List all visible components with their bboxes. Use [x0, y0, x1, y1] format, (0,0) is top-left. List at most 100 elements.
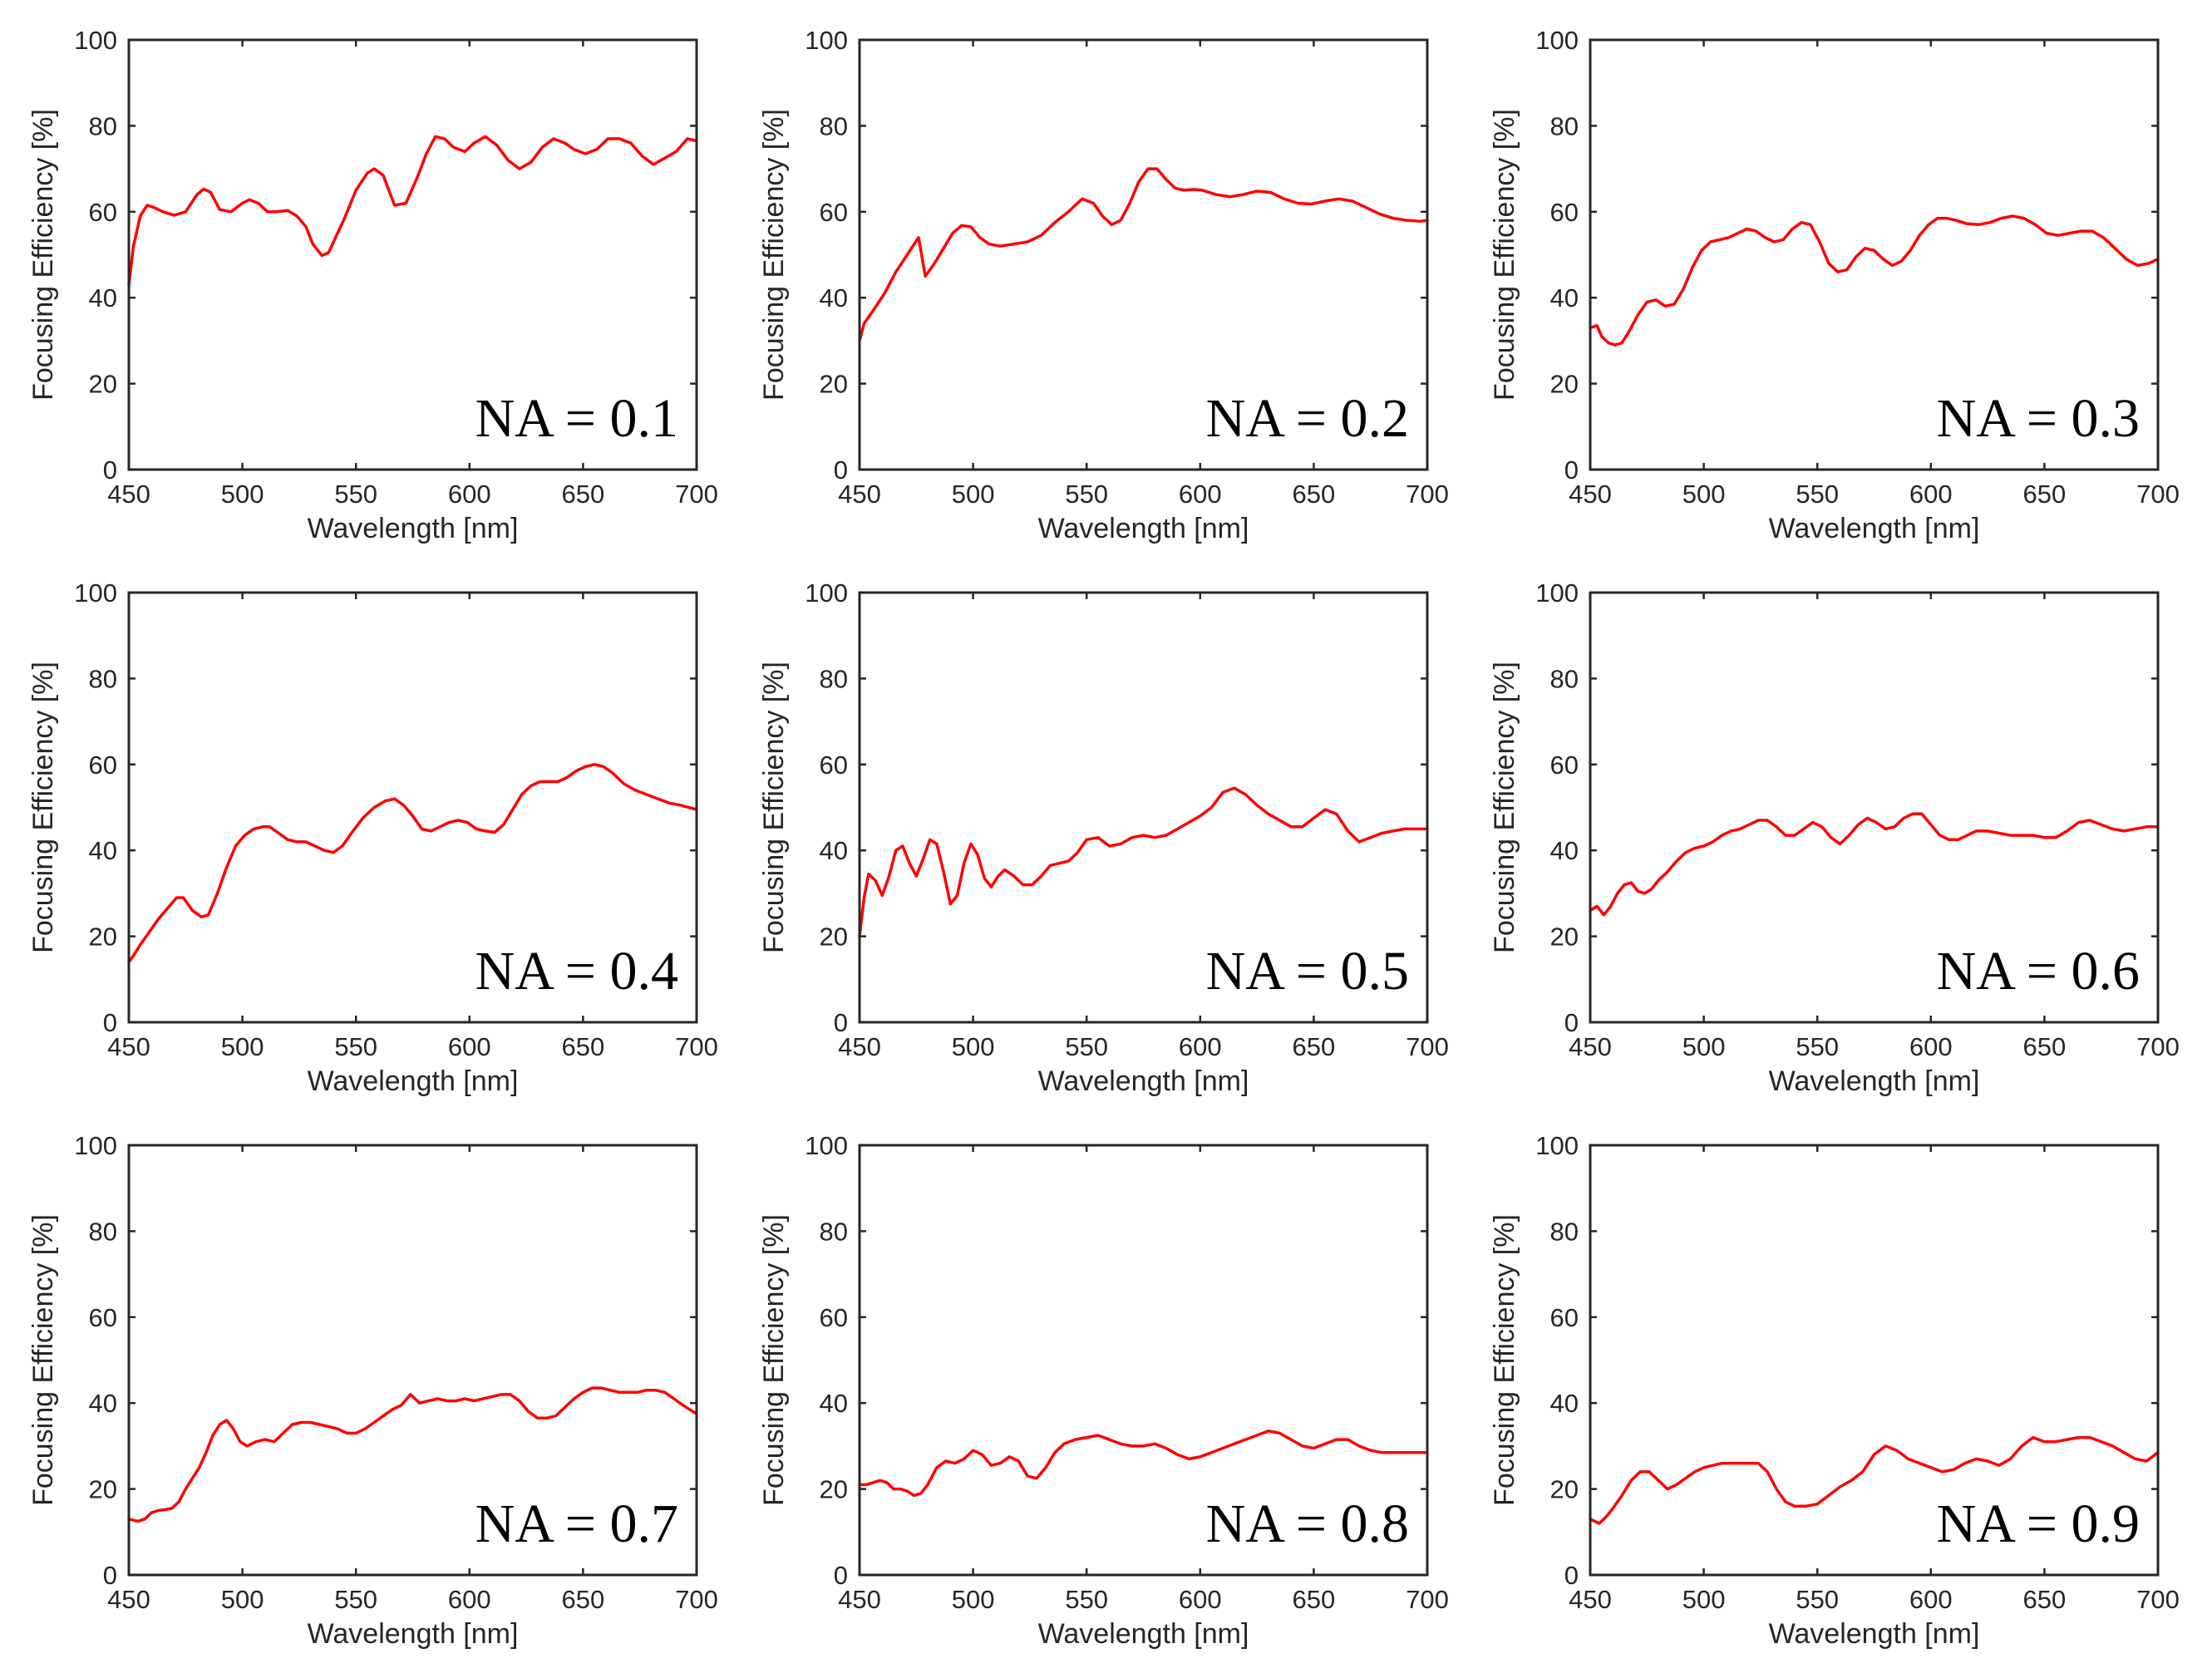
y-tick-label: 80: [820, 1217, 848, 1246]
plot-frame: [858, 1144, 1429, 1577]
y-tick-label: 60: [820, 198, 848, 227]
x-tick-label: 500: [221, 1585, 264, 1614]
chart-panel-5: 450 500 550 600 650 700 0 20 40 60 80 100 Wavelength…: [758, 578, 1449, 1097]
series-line: [858, 1429, 1429, 1498]
x-tick-label: 500: [1682, 1032, 1726, 1061]
x-tick-label: 700: [675, 480, 718, 509]
x-tick-label: 500: [952, 480, 995, 509]
y-tick-label: 20: [89, 1475, 117, 1504]
x-tick-label: 600: [448, 1032, 491, 1061]
x-tick-label: 550: [334, 1585, 377, 1614]
x-axis-label: Wavelength [nm]: [1038, 513, 1249, 544]
x-tick-label: 550: [1065, 480, 1108, 509]
y-tick-label: 0: [1564, 455, 1579, 485]
x-tick-label: 550: [1065, 1585, 1108, 1614]
y-tick-label: 80: [89, 664, 117, 693]
x-tick-label: 650: [2023, 1585, 2067, 1614]
x-axis-label: Wavelength [nm]: [1038, 1618, 1249, 1650]
y-tick-label: 40: [820, 1389, 848, 1418]
series-line: [1589, 812, 2160, 917]
y-tick-label: 60: [820, 750, 848, 780]
y-axis-label: Focusing Efficiency [%]: [1489, 1214, 1520, 1506]
x-tick-label: 450: [107, 1585, 150, 1614]
y-tick-label: 100: [805, 578, 848, 608]
chart-panel-6: 450 500 550 600 650 700 0 20 40 60 80 100 Wavelength…: [1489, 578, 2180, 1097]
y-axis-label: Focusing Efficiency [%]: [1489, 662, 1520, 953]
x-axis-label: Wavelength [nm]: [1769, 513, 1980, 544]
x-axis-label: Wavelength [nm]: [308, 1065, 519, 1097]
y-tick-label: 0: [834, 1008, 848, 1037]
y-tick-label: 80: [89, 1217, 117, 1246]
x-tick-label: 450: [838, 480, 881, 509]
y-tick-label: 40: [1550, 1389, 1579, 1418]
plot-frame: [1589, 1144, 2160, 1577]
y-tick-label: 100: [74, 578, 117, 608]
y-tick-label: 60: [89, 198, 117, 227]
y-tick-label: 0: [1564, 1561, 1579, 1590]
y-axis-label: Focusing Efficiency [%]: [1489, 109, 1520, 401]
y-tick-label: 20: [820, 370, 848, 399]
na-annotation: NA = 0.8: [1206, 1493, 1409, 1554]
y-tick-label: 0: [103, 1561, 117, 1590]
y-tick-label: 60: [1550, 750, 1579, 780]
na-annotation: NA = 0.4: [475, 941, 678, 1001]
series-line: [858, 786, 1429, 938]
y-axis-label: Focusing Efficiency [%]: [27, 662, 59, 953]
y-tick-label: 40: [820, 836, 848, 865]
x-tick-label: 450: [1569, 1032, 1612, 1061]
y-tick-label: 60: [820, 1303, 848, 1332]
y-tick-label: 0: [834, 455, 848, 485]
y-tick-label: 60: [1550, 1303, 1579, 1332]
x-tick-label: 450: [838, 1585, 881, 1614]
x-tick-label: 550: [1796, 1032, 1839, 1061]
series-line: [1589, 1435, 2160, 1525]
y-tick-label: 80: [820, 111, 848, 140]
y-tick-label: 100: [74, 1131, 117, 1160]
chart-panel-9: 450 500 550 600 650 700 0 20 40 60 80 100 Wavelength…: [1489, 1131, 2180, 1650]
x-tick-label: 450: [838, 1032, 881, 1061]
y-tick-label: 20: [1550, 923, 1579, 952]
na-annotation: NA = 0.3: [1937, 388, 2140, 449]
x-axis-label: Wavelength [nm]: [1769, 1618, 1980, 1650]
x-tick-label: 450: [107, 480, 150, 509]
x-tick-label: 700: [2136, 480, 2180, 509]
y-tick-label: 80: [820, 664, 848, 693]
y-tick-label: 0: [1564, 1008, 1579, 1037]
y-tick-label: 20: [89, 370, 117, 399]
x-tick-label: 600: [1909, 480, 1953, 509]
plot-frame: [127, 1144, 698, 1577]
x-tick-label: 700: [1406, 480, 1449, 509]
plot-frame: [1589, 38, 2160, 471]
y-axis-label: Focusing Efficiency [%]: [27, 1214, 59, 1506]
y-tick-label: 80: [1550, 664, 1579, 693]
x-tick-label: 600: [1179, 480, 1222, 509]
series-line: [127, 763, 698, 964]
y-tick-label: 100: [1535, 26, 1579, 55]
x-axis-label: Wavelength [nm]: [1038, 1065, 1249, 1097]
y-tick-label: 100: [805, 1131, 848, 1160]
x-axis-label: Wavelength [nm]: [1769, 1065, 1980, 1097]
y-tick-label: 40: [89, 283, 117, 312]
y-tick-label: 20: [820, 1475, 848, 1504]
na-annotation: NA = 0.7: [475, 1493, 678, 1554]
y-tick-label: 100: [1535, 578, 1579, 608]
na-annotation: NA = 0.1: [475, 388, 678, 449]
x-tick-label: 650: [562, 480, 605, 509]
plot-frame: [858, 38, 1429, 471]
y-axis-label: Focusing Efficiency [%]: [758, 109, 790, 401]
plot-frame: [858, 591, 1429, 1024]
y-tick-label: 40: [820, 283, 848, 312]
y-tick-label: 20: [1550, 1475, 1579, 1504]
y-tick-label: 20: [820, 923, 848, 952]
x-tick-label: 650: [1293, 1585, 1336, 1614]
x-tick-label: 500: [952, 1585, 995, 1614]
y-tick-label: 40: [89, 1389, 117, 1418]
y-tick-label: 80: [1550, 1217, 1579, 1246]
x-tick-label: 600: [1909, 1585, 1953, 1614]
x-axis-label: Wavelength [nm]: [308, 1618, 519, 1650]
na-annotation: NA = 0.2: [1206, 388, 1409, 449]
series-line: [858, 167, 1429, 342]
x-tick-label: 600: [448, 1585, 491, 1614]
plot-frame: [127, 38, 698, 471]
